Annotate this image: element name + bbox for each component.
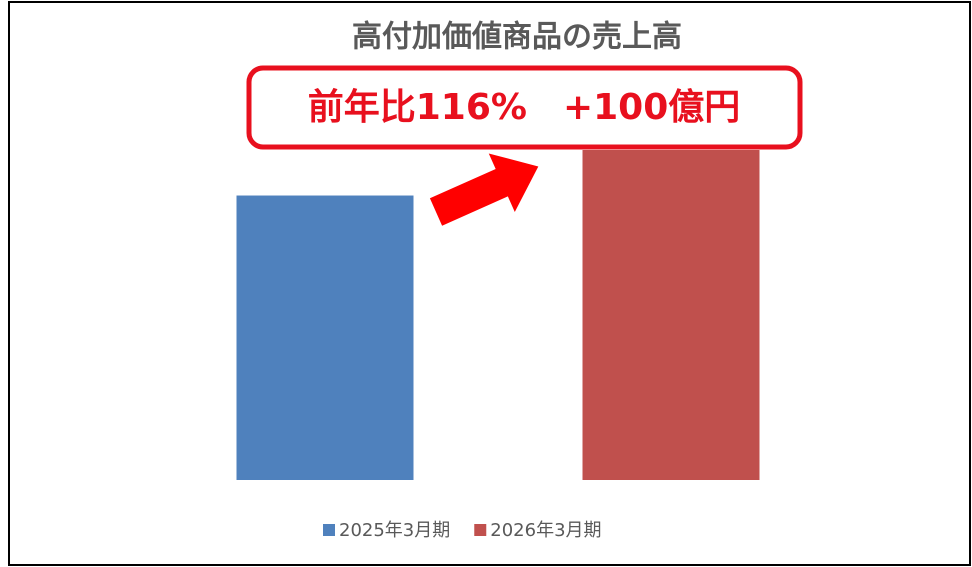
legend-label: 2026年3月期 xyxy=(490,520,601,541)
legend-swatch xyxy=(474,524,487,536)
legend-label: 2025年3月期 xyxy=(339,520,450,541)
bar xyxy=(582,150,760,480)
arrow-shape xyxy=(429,153,539,226)
annotation: 前年比116% +100億円 xyxy=(308,87,741,128)
chart-title: 高付加価値商品の売上高 xyxy=(352,20,682,55)
legend-swatch xyxy=(323,524,335,536)
arrow xyxy=(429,153,539,226)
bar xyxy=(236,195,414,480)
annotation-box xyxy=(246,65,803,150)
